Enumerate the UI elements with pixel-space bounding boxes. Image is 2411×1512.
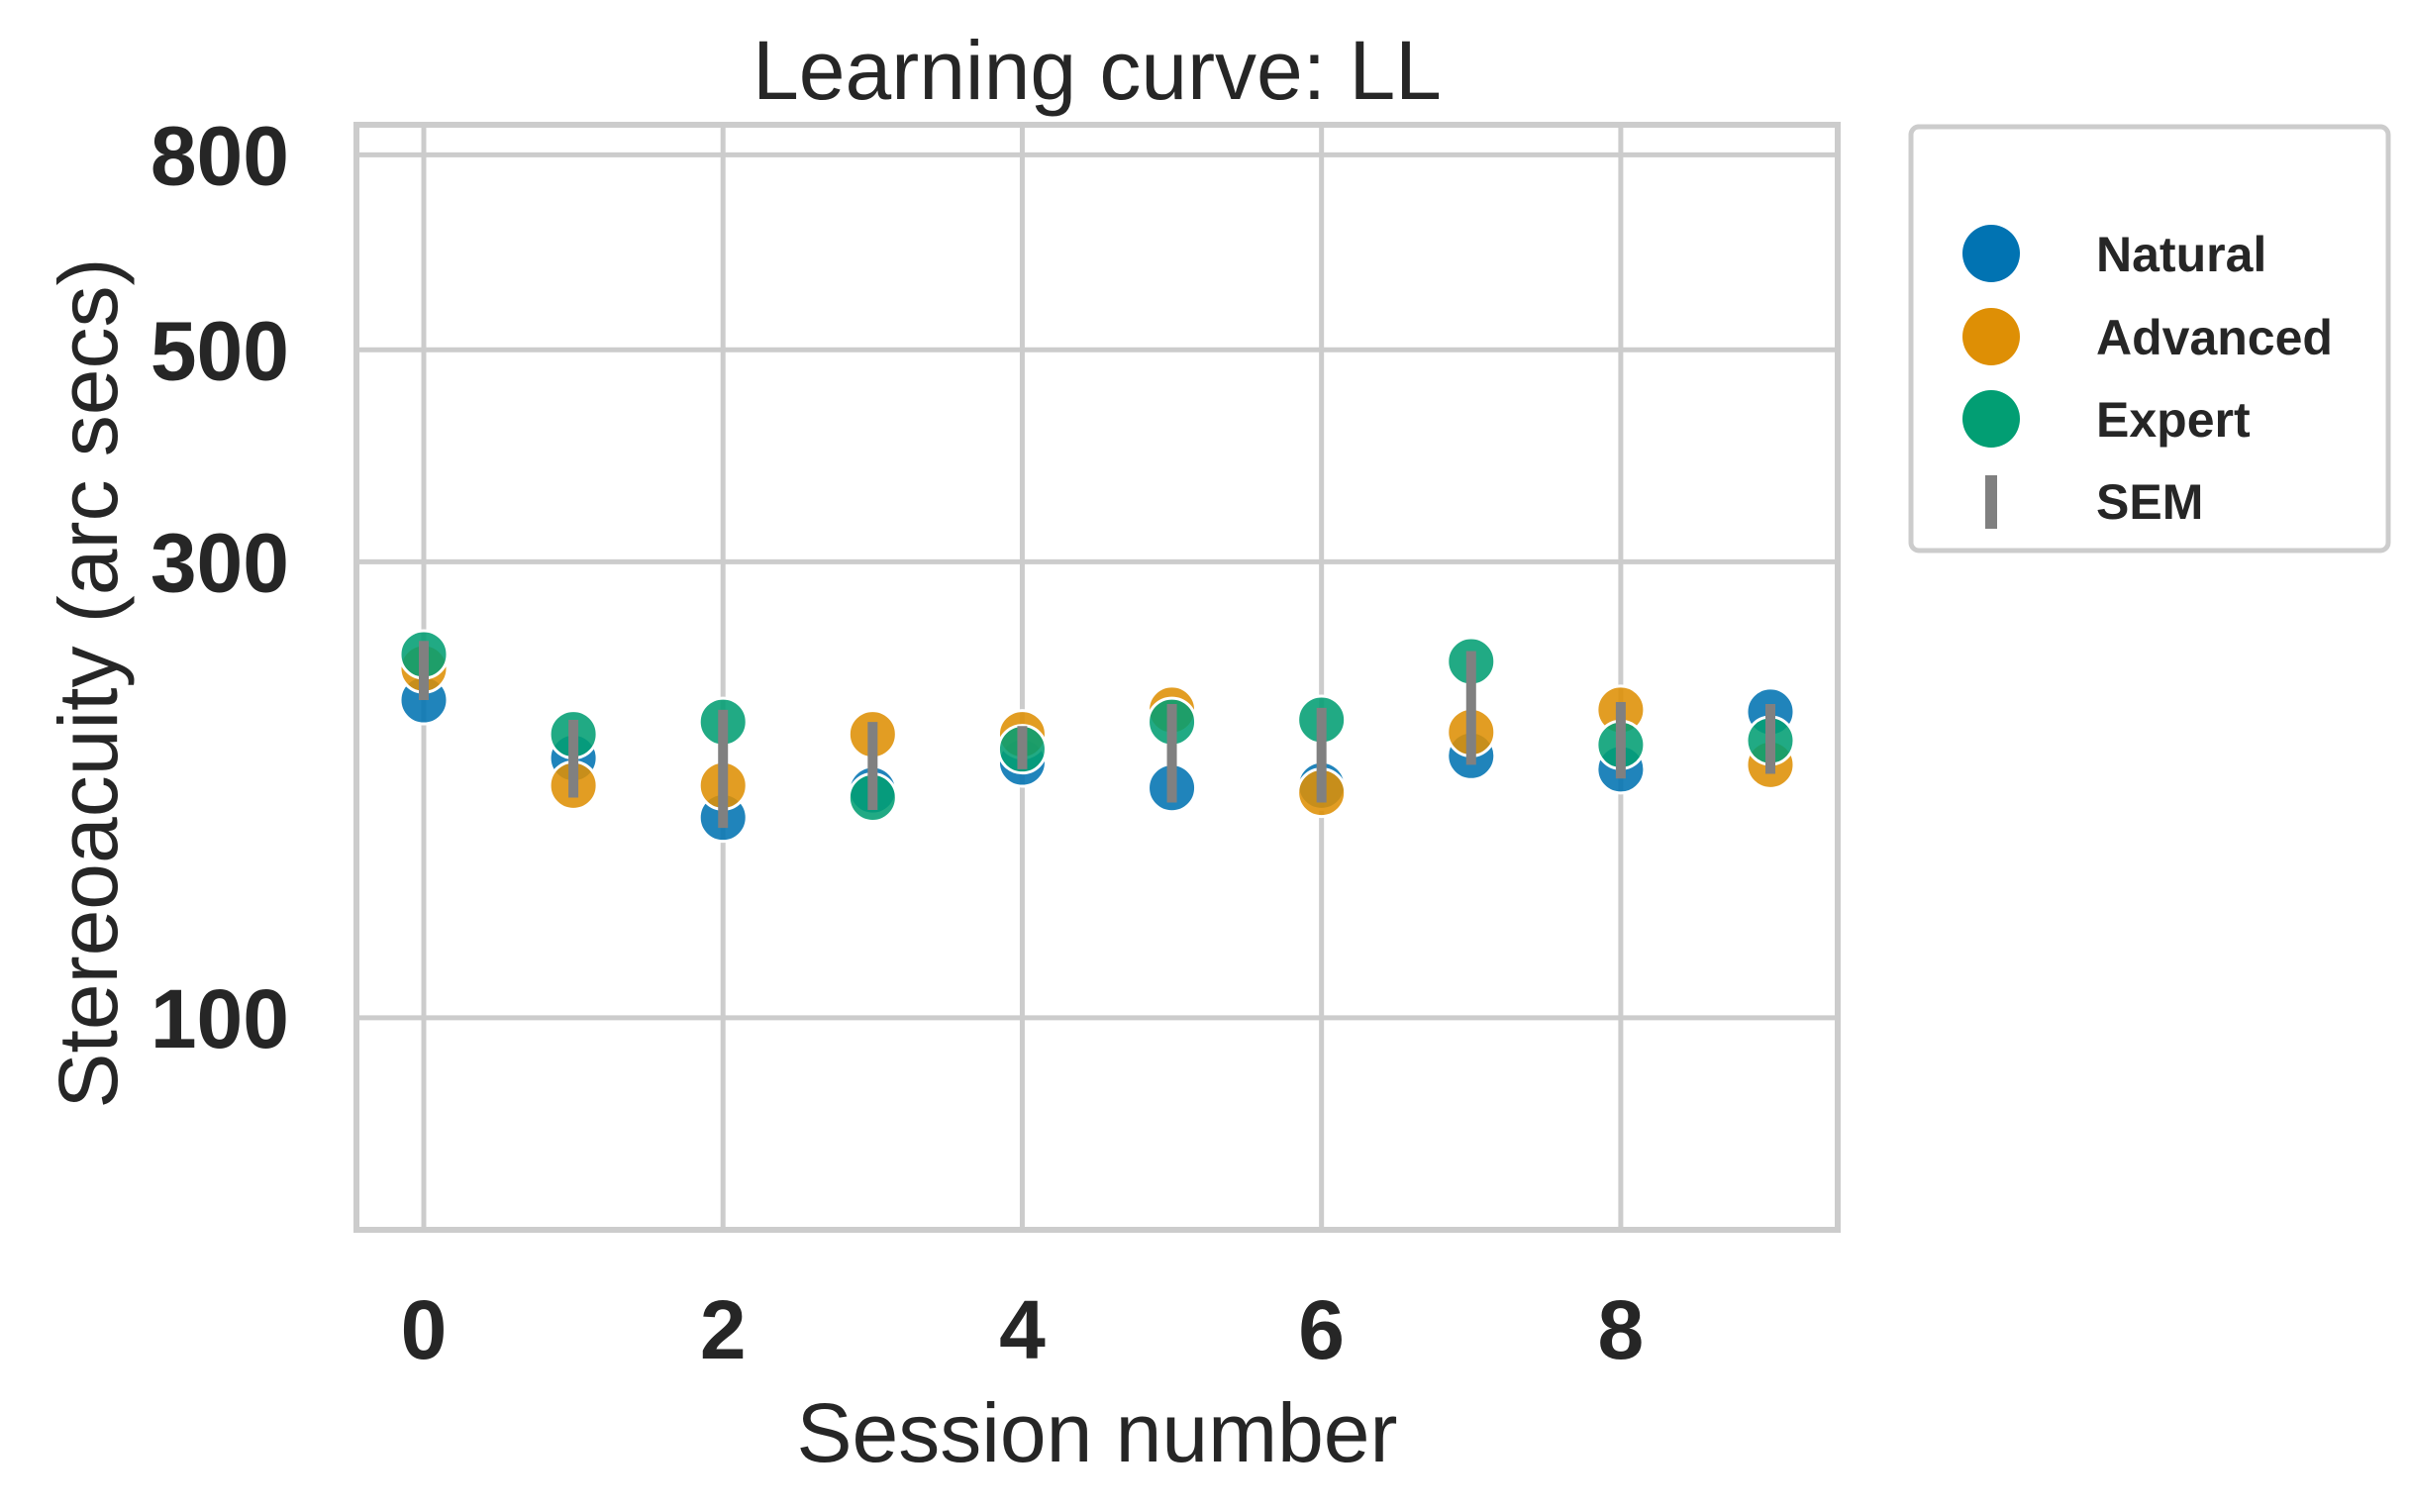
data-points <box>398 629 1796 844</box>
y-tick-label: 800 <box>151 109 289 202</box>
legend-frame <box>1908 124 2391 554</box>
legend-label-advanced: Advanced <box>2096 310 2333 365</box>
sem-error-bars <box>419 641 1775 829</box>
legend-marker-expert <box>1962 390 2020 448</box>
x-tick-label: 6 <box>1298 1283 1345 1376</box>
x-tick-labels: 0 2 4 6 8 <box>401 1283 1645 1376</box>
legend-label-expert: Expert <box>2096 392 2251 448</box>
y-axis-label: Stereoacuity (arc secs) <box>42 258 135 1109</box>
grid <box>356 125 1838 1230</box>
y-tick-label: 300 <box>151 516 289 609</box>
legend-label-natural: Natural <box>2096 227 2266 282</box>
x-axis-label: Session number <box>797 1386 1398 1479</box>
legend-marker-natural <box>1962 225 2020 282</box>
legend-marker-advanced <box>1962 308 2020 365</box>
x-tick-label: 0 <box>401 1283 448 1376</box>
x-tick-label: 8 <box>1598 1283 1645 1376</box>
chart-title: Learning curve: LL <box>753 24 1442 117</box>
legend: Natural Advanced Expert SEM <box>1908 124 2391 554</box>
plot-frame <box>353 122 1841 1233</box>
legend-label-sem: SEM <box>2096 474 2203 530</box>
y-tick-label: 500 <box>151 304 289 397</box>
y-tick-labels: 100 300 500 800 <box>151 109 289 1065</box>
x-tick-label: 2 <box>700 1283 747 1376</box>
x-tick-label: 4 <box>999 1283 1046 1376</box>
y-tick-label: 100 <box>151 972 289 1065</box>
